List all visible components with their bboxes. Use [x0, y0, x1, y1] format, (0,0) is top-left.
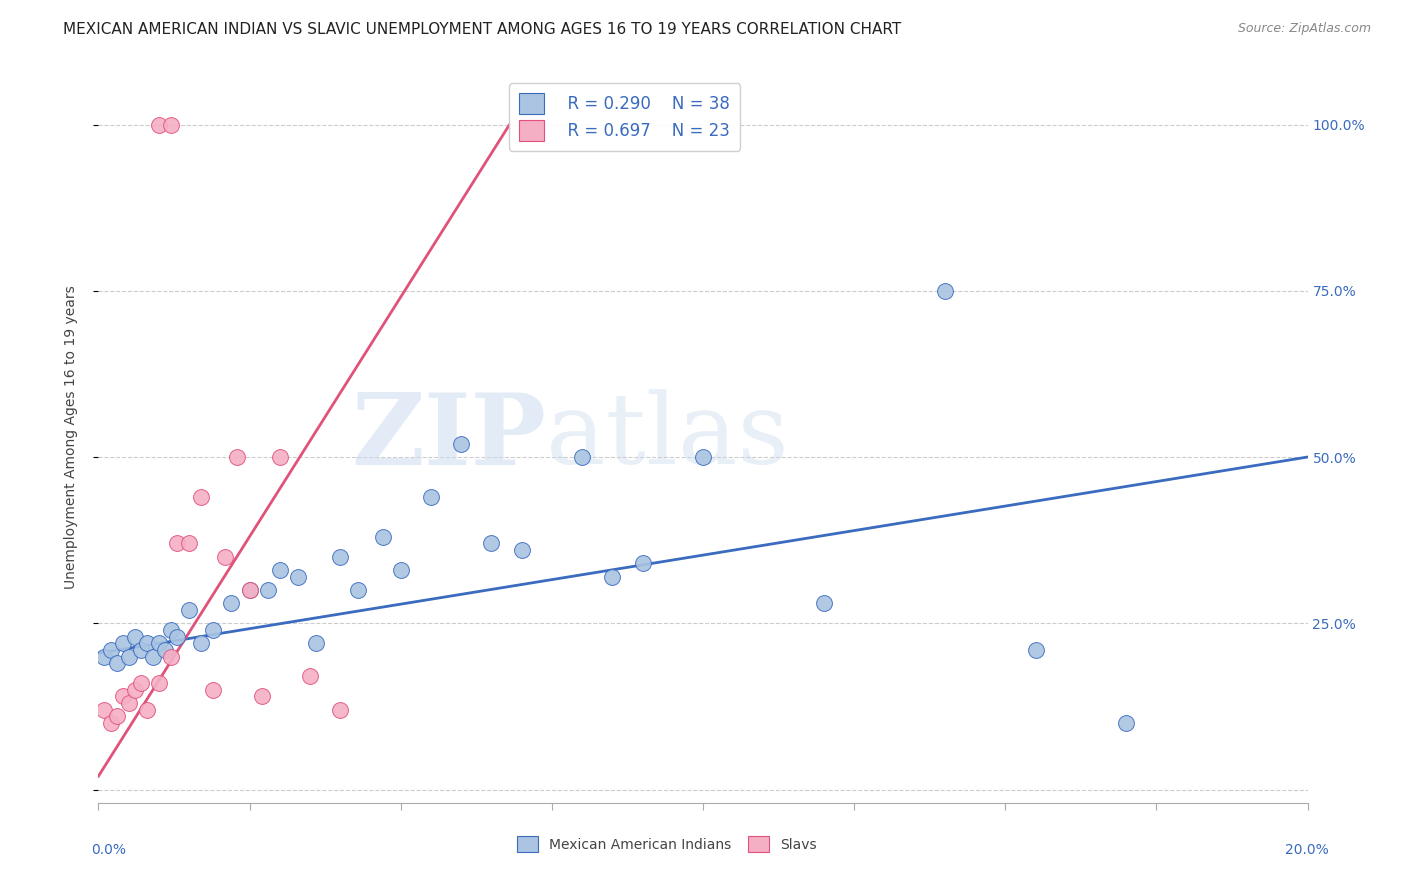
Point — [93, 649, 115, 664]
Point — [450, 436, 472, 450]
Point — [190, 490, 212, 504]
Point — [389, 563, 412, 577]
Point — [1024, 643, 1046, 657]
Point — [510, 543, 533, 558]
Y-axis label: Unemployment Among Ages 16 to 19 years: Unemployment Among Ages 16 to 19 years — [63, 285, 77, 589]
Point — [100, 643, 122, 657]
Text: ZIP: ZIP — [352, 389, 546, 485]
Point — [214, 549, 236, 564]
Point — [129, 676, 152, 690]
Point — [105, 656, 128, 670]
Point — [602, 570, 624, 584]
Point — [153, 643, 176, 657]
Point — [111, 636, 134, 650]
Point — [420, 490, 443, 504]
Point — [142, 649, 165, 664]
Point — [148, 118, 170, 132]
Point — [118, 649, 141, 664]
Text: 20.0%: 20.0% — [1285, 843, 1329, 857]
Point — [1115, 716, 1137, 731]
Point — [148, 636, 170, 650]
Point — [329, 703, 352, 717]
Point — [179, 536, 201, 550]
Point — [160, 649, 183, 664]
Point — [287, 570, 309, 584]
Point — [160, 623, 183, 637]
Point — [148, 676, 170, 690]
Text: MEXICAN AMERICAN INDIAN VS SLAVIC UNEMPLOYMENT AMONG AGES 16 TO 19 YEARS CORRELA: MEXICAN AMERICAN INDIAN VS SLAVIC UNEMPL… — [63, 22, 901, 37]
Point — [347, 582, 370, 597]
Point — [239, 582, 262, 597]
Point — [124, 630, 146, 644]
Point — [179, 603, 201, 617]
Point — [129, 643, 152, 657]
Point — [221, 596, 243, 610]
Point — [166, 536, 188, 550]
Point — [329, 549, 352, 564]
Point — [202, 682, 225, 697]
Point — [256, 582, 278, 597]
Point — [571, 450, 593, 464]
Point — [111, 690, 134, 704]
Point — [118, 696, 141, 710]
Text: 0.0%: 0.0% — [91, 843, 127, 857]
Point — [269, 450, 291, 464]
Point — [813, 596, 835, 610]
Point — [124, 682, 146, 697]
Point — [226, 450, 249, 464]
Point — [299, 669, 322, 683]
Point — [105, 709, 128, 723]
Point — [934, 284, 956, 298]
Text: atlas: atlas — [546, 389, 789, 485]
Point — [93, 703, 115, 717]
Point — [202, 623, 225, 637]
Point — [166, 630, 188, 644]
Point — [190, 636, 212, 650]
Text: Source: ZipAtlas.com: Source: ZipAtlas.com — [1237, 22, 1371, 36]
Point — [160, 118, 183, 132]
Point — [250, 690, 273, 704]
Point — [135, 703, 157, 717]
Point — [371, 530, 394, 544]
Point — [100, 716, 122, 731]
Point — [631, 557, 654, 571]
Legend: Mexican American Indians, Slavs: Mexican American Indians, Slavs — [512, 830, 823, 858]
Point — [305, 636, 328, 650]
Point — [481, 536, 503, 550]
Point — [135, 636, 157, 650]
Point — [692, 450, 714, 464]
Point — [239, 582, 262, 597]
Point — [269, 563, 291, 577]
